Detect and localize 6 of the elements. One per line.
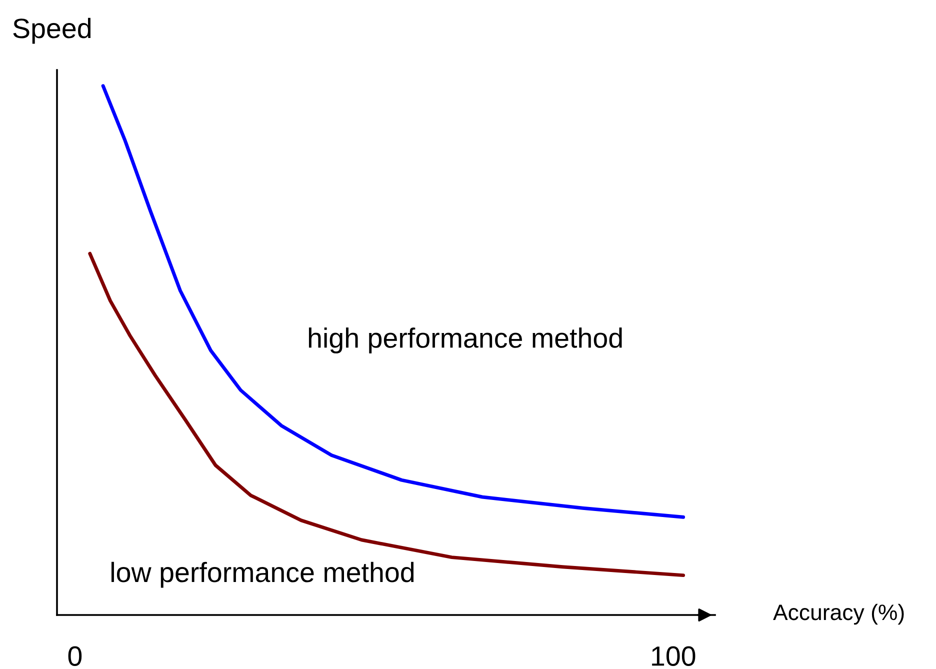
series-label: low performance method (112, 562, 414, 588)
x-tick-label: 0 (68, 646, 82, 666)
x-tick-label: 100 (652, 646, 696, 666)
x-axis-title: Accuracy (%) (773, 604, 904, 625)
y-axis-title: Speed (13, 18, 91, 44)
text: high performance method (308, 328, 622, 354)
